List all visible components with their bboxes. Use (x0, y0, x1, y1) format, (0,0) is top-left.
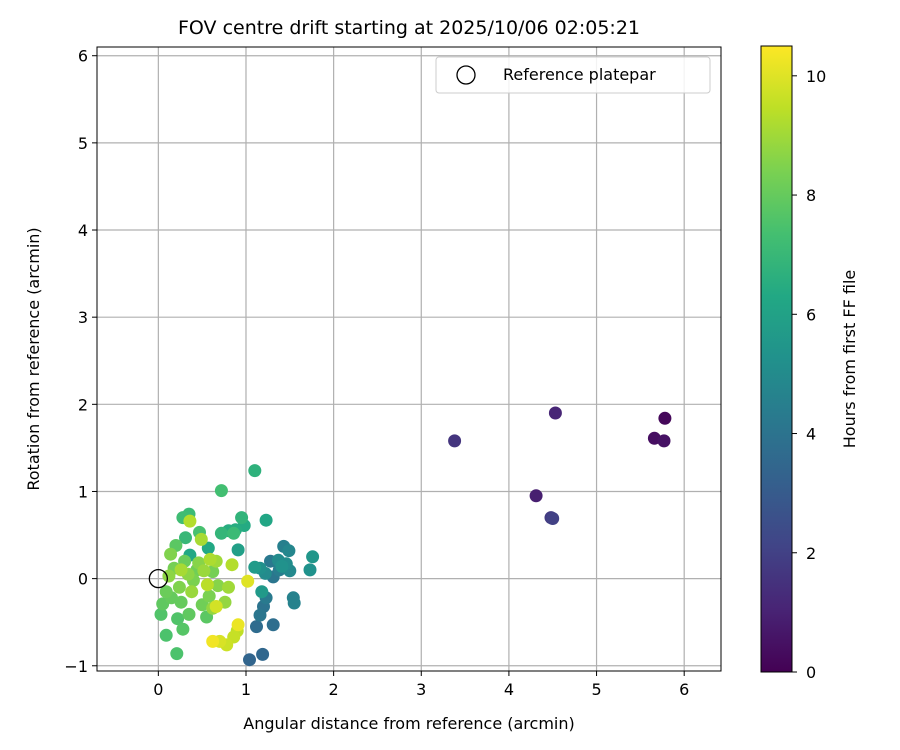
x-axis-label: Angular distance from reference (arcmin) (243, 714, 574, 733)
scatter-point (183, 514, 197, 528)
scatter-point (275, 559, 289, 573)
scatter-point (256, 647, 270, 661)
scatter-point (211, 579, 225, 593)
scatter-point (172, 580, 186, 594)
scatter-point (164, 547, 178, 561)
reference-layer (148, 568, 168, 589)
scatter-point (176, 622, 190, 636)
scatter-point (250, 620, 263, 634)
scatter-point (174, 563, 188, 577)
colorbar: 0 2 4 6 8 10 Hours from first FF file (760, 45, 859, 682)
colorbar-tick-label: 6 (806, 305, 816, 324)
x-tick-label: 1 (241, 680, 251, 699)
scatter-point (529, 489, 543, 503)
y-tick-label: 0 (78, 570, 88, 589)
y-ticks: −1 0 1 2 3 4 5 6 (64, 47, 97, 676)
scatter-point (214, 526, 228, 540)
scatter-point (214, 484, 228, 498)
scatter-point (306, 550, 320, 564)
y-tick-label: −1 (64, 657, 88, 676)
scatter-point (159, 628, 173, 642)
scatter-point (194, 532, 208, 546)
scatter-point (548, 406, 562, 420)
scatter-point (174, 595, 188, 609)
scatter-point (170, 647, 184, 661)
scatter-point (657, 434, 671, 448)
y-tick-label: 2 (78, 395, 88, 414)
scatter-point (231, 618, 245, 632)
scatter-point (282, 544, 296, 558)
scatter-point (287, 596, 301, 610)
scatter-point (182, 607, 196, 621)
scatter-point (255, 585, 269, 599)
scatter-point (179, 531, 192, 545)
scatter-point (227, 526, 241, 540)
colorbar-tick-label: 4 (806, 425, 816, 444)
scatter-point (206, 634, 220, 648)
y-tick-label: 4 (78, 221, 88, 240)
reference-point-marker (148, 568, 168, 589)
scatter-point (266, 618, 280, 632)
scatter-point (171, 612, 185, 626)
scatter-point (197, 564, 211, 578)
colorbar-tick-label: 0 (806, 663, 816, 682)
scatter-point (203, 552, 217, 566)
scatter-point (222, 580, 235, 594)
points-layer (154, 406, 672, 667)
scatter-point (259, 513, 273, 527)
scatter-point (303, 563, 317, 577)
y-axis-label: Rotation from reference (arcmin) (24, 227, 43, 490)
legend: Reference platepar (435, 56, 711, 94)
plot-frame (96, 46, 722, 672)
grid-layer (97, 47, 721, 671)
scatter-point (209, 600, 223, 613)
colorbar-tick-label: 2 (806, 544, 816, 563)
x-tick-label: 6 (679, 680, 689, 699)
colorbar-label: Hours from first FF file (840, 270, 859, 449)
scatter-point (658, 411, 672, 425)
scatter-point (154, 607, 168, 621)
scatter-point (159, 585, 173, 599)
scatter-point (448, 434, 462, 448)
x-tick-label: 4 (504, 680, 514, 699)
scatter-point (225, 558, 239, 572)
x-tick-label: 3 (416, 680, 426, 699)
legend-box (435, 56, 711, 94)
legend-label-reference: Reference platepar (503, 65, 656, 84)
scatter-point (195, 598, 209, 612)
scatter-point (253, 608, 267, 622)
scatter-point (235, 511, 249, 525)
y-tick-label: 1 (78, 482, 88, 501)
scatter-point (248, 560, 262, 574)
colorbar-tick-label: 8 (806, 186, 816, 205)
x-tick-label: 2 (329, 680, 339, 699)
y-tick-label: 3 (78, 308, 88, 327)
scatter-point (241, 574, 255, 588)
scatter-point (248, 464, 262, 478)
y-tick-label: 5 (78, 134, 88, 153)
scatter-point (243, 653, 256, 667)
colorbar-tick-label: 10 (806, 67, 826, 86)
scatter-point (200, 578, 214, 592)
chart-title: FOV centre drift starting at 2025/10/06 … (178, 17, 640, 39)
scatter-point (202, 589, 216, 603)
x-ticks: 0 1 2 3 4 5 6 (153, 671, 689, 699)
x-tick-label: 0 (153, 680, 163, 699)
scatter-point (231, 543, 245, 557)
legend-marker-reference (456, 65, 476, 85)
colorbar-gradient (760, 45, 793, 673)
colorbar-ticks: 0 2 4 6 8 10 (792, 67, 826, 682)
scatter-point (185, 585, 199, 599)
y-tick-label: 6 (78, 47, 88, 66)
x-tick-label: 5 (591, 680, 601, 699)
scatter-point (201, 541, 215, 555)
scatter-point (546, 512, 560, 525)
